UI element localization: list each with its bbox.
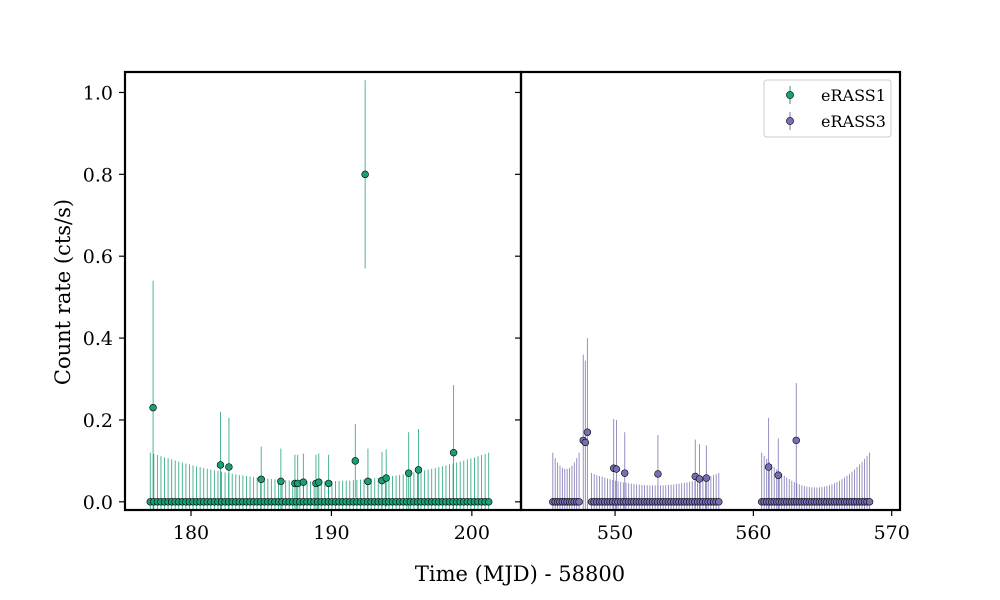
eRASS1-point-marker [315, 478, 323, 486]
x-tick-label: 200 [454, 522, 490, 544]
eRASS1-point-marker [149, 403, 157, 412]
eRASS3-point-marker [612, 465, 621, 473]
x-tick-labels: 180 190 200 550 560 570 [173, 522, 910, 544]
eRASS1-point-marker [324, 479, 333, 488]
eRASS3-zero-point-marker [865, 498, 874, 506]
eRASS1-point-marker [382, 474, 390, 482]
eRASS1-zero-point-marker [485, 498, 493, 506]
y-tick-label: 0.8 [83, 164, 113, 186]
y-tick-labels: 0.0 0.2 0.4 0.6 0.8 1.0 [83, 82, 113, 513]
eRASS1-point-marker [216, 461, 225, 469]
eRASS3-point-marker [581, 438, 590, 447]
eRASS1-point-marker [225, 463, 233, 471]
right-markers [549, 428, 874, 506]
eRASS3-zero-point-marker [715, 498, 723, 506]
y-tick-label: 0.2 [83, 410, 113, 432]
x-axis-title: Time (MJD) - 58800 [415, 562, 625, 586]
x-tick-label: 570 [874, 522, 910, 544]
eRASS3-point-marker [695, 475, 704, 483]
y-tick-label: 1.0 [83, 82, 113, 104]
left-markers [146, 170, 493, 506]
eRASS1-point-marker [257, 475, 265, 483]
eRASS3-point-marker [764, 463, 773, 471]
eRASS1-point-marker [351, 457, 359, 465]
y-tick-label: 0.4 [83, 328, 113, 350]
y-tick-label: 0.6 [83, 246, 113, 268]
eRASS3-zero-point-marker [575, 498, 583, 506]
eRASS3-point-marker [583, 428, 592, 436]
y-axis-title: Count rate (cts/s) [51, 199, 75, 385]
legend-eRASS1-label: eRASS1 [821, 86, 886, 105]
eRASS3-point-marker [621, 469, 629, 477]
left-panel [119, 70, 523, 516]
eRASS1-point-marker [361, 170, 369, 179]
eRASS1-point-marker [277, 477, 285, 486]
x-tick-label: 560 [735, 522, 771, 544]
eRASS1-point-marker [449, 448, 458, 457]
legend-eRASS3-label: eRASS3 [821, 112, 886, 131]
eRASS1-point-marker [404, 469, 413, 477]
legend-eRASS3-marker [786, 117, 794, 125]
eRASS3-point-marker [654, 470, 662, 478]
legend-eRASS1-marker [786, 91, 794, 99]
x-tick-label: 180 [173, 522, 209, 544]
right-panel [515, 70, 902, 516]
legend: eRASS1 eRASS3 [763, 79, 892, 138]
eRASS1-point-marker [414, 466, 423, 474]
eRASS3-point-marker [774, 471, 782, 479]
x-tick-label: 550 [597, 522, 633, 544]
legend-box [763, 79, 892, 138]
right-panel-frame [519, 70, 902, 512]
eRASS3-point-marker [702, 474, 711, 482]
eRASS1-point-marker [299, 478, 308, 486]
eRASS3-point-marker [792, 436, 800, 445]
y-tick-label: 0.0 [83, 492, 113, 514]
x-tick-label: 190 [313, 522, 349, 544]
eRASS1-point-marker [364, 477, 372, 486]
